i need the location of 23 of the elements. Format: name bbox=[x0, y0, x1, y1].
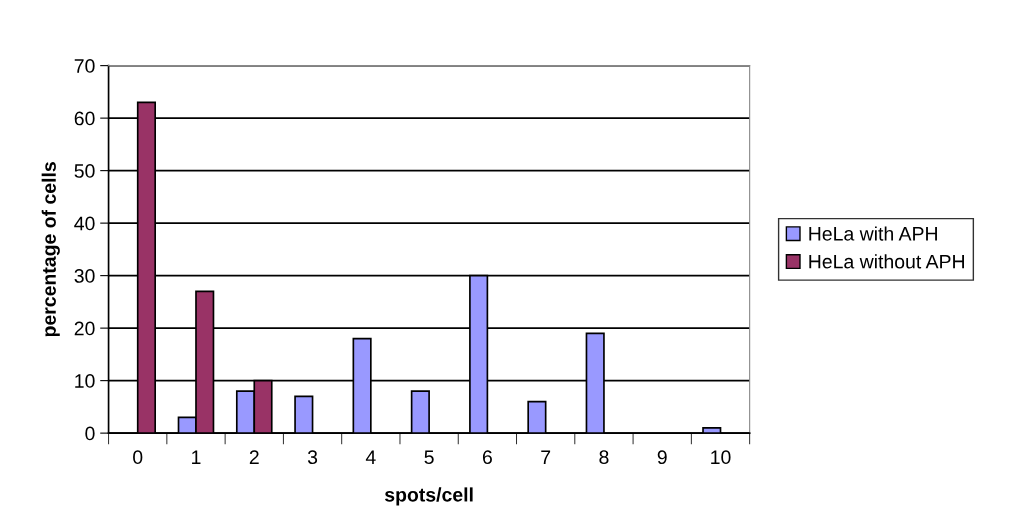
x-tick-label: 8 bbox=[599, 450, 609, 465]
x-axis-title: spots/cell bbox=[384, 487, 473, 506]
y-tick-label: 30 bbox=[74, 269, 95, 283]
x-tick-label: 3 bbox=[307, 450, 318, 465]
y-tick-label: 40 bbox=[74, 216, 95, 231]
y-tick-label: 20 bbox=[74, 321, 95, 336]
x-tick-label: 4 bbox=[365, 450, 376, 464]
x-tick-label: 2 bbox=[249, 450, 259, 464]
y-axis-title: percentage of cells bbox=[41, 162, 60, 337]
x-tick-label: 7 bbox=[541, 450, 551, 464]
y-tick-label: 60 bbox=[74, 111, 95, 126]
x-tick-label: 6 bbox=[482, 450, 492, 465]
x-tick-label: 9 bbox=[657, 450, 667, 465]
y-tick-label: 10 bbox=[75, 374, 95, 388]
x-tick-label: 0 bbox=[133, 450, 143, 465]
legend-label: HeLa with APH bbox=[809, 226, 937, 241]
legend-label: HeLa without APH bbox=[809, 254, 964, 269]
y-tick-label: 70 bbox=[74, 59, 95, 73]
y-tick-label: 50 bbox=[74, 164, 95, 178]
x-tick-label: 10 bbox=[711, 450, 731, 465]
x-tick-label: 5 bbox=[424, 450, 434, 465]
x-tick-label: 1 bbox=[192, 450, 201, 464]
y-tick-label: 0 bbox=[85, 426, 95, 441]
